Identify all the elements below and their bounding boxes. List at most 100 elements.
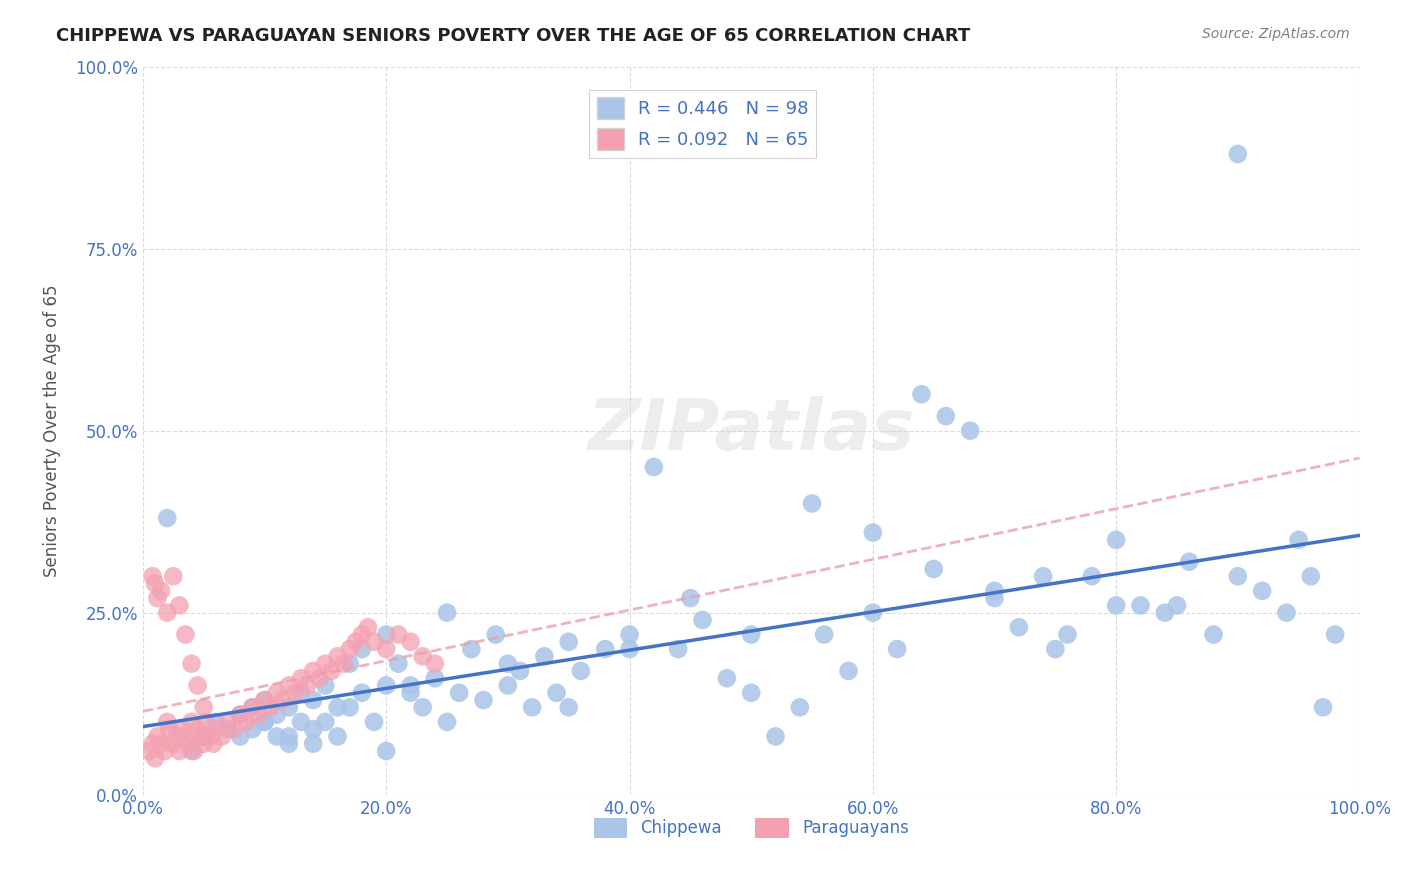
Chippewa [813, 627, 835, 641]
Paraguayans [339, 642, 361, 657]
Chippewa [509, 664, 531, 678]
Chippewa [716, 671, 738, 685]
Chippewa [460, 642, 482, 657]
Paraguayans [195, 714, 218, 729]
Chippewa [1105, 599, 1128, 613]
Paraguayans [156, 714, 179, 729]
Chippewa [1275, 606, 1298, 620]
Paraguayans [290, 671, 312, 685]
Chippewa [472, 693, 495, 707]
Chippewa [387, 657, 409, 671]
Chippewa [350, 686, 373, 700]
Chippewa [983, 591, 1005, 606]
Chippewa [1045, 642, 1067, 657]
Paraguayans [187, 722, 209, 736]
Paraguayans [217, 714, 239, 729]
Chippewa [363, 714, 385, 729]
Paraguayans [247, 707, 270, 722]
Chippewa [935, 409, 957, 423]
Chippewa [1178, 555, 1201, 569]
Chippewa [922, 562, 945, 576]
Paraguayans [387, 627, 409, 641]
Chippewa [326, 700, 349, 714]
Paraguayans [205, 722, 228, 736]
Paraguayans [412, 649, 434, 664]
Chippewa [1226, 147, 1249, 161]
Paraguayans [170, 722, 193, 736]
Chippewa [412, 700, 434, 714]
Chippewa [789, 700, 811, 714]
Chippewa [253, 714, 276, 729]
Chippewa [1032, 569, 1054, 583]
Chippewa [1299, 569, 1322, 583]
Paraguayans [332, 657, 354, 671]
Chippewa [266, 730, 288, 744]
Paraguayans [375, 642, 398, 657]
Chippewa [423, 671, 446, 685]
Chippewa [557, 635, 579, 649]
Paraguayans [202, 737, 225, 751]
Chippewa [339, 657, 361, 671]
Chippewa [314, 678, 336, 692]
Chippewa [375, 627, 398, 641]
Chippewa [1288, 533, 1310, 547]
Chippewa [229, 730, 252, 744]
Chippewa [326, 730, 349, 744]
Paraguayans [180, 657, 202, 671]
Chippewa [533, 649, 555, 664]
Chippewa [666, 642, 689, 657]
Chippewa [436, 606, 458, 620]
Chippewa [277, 730, 299, 744]
Chippewa [1202, 627, 1225, 641]
Paraguayans [350, 627, 373, 641]
Paraguayans [169, 744, 191, 758]
Chippewa [1166, 599, 1188, 613]
Chippewa [1324, 627, 1347, 641]
Chippewa [546, 686, 568, 700]
Paraguayans [143, 751, 166, 765]
Chippewa [862, 606, 884, 620]
Text: ZIPatlas: ZIPatlas [588, 396, 915, 465]
Paraguayans [142, 569, 165, 583]
Chippewa [1226, 569, 1249, 583]
Chippewa [619, 642, 641, 657]
Paraguayans [253, 693, 276, 707]
Legend: Chippewa, Paraguayans: Chippewa, Paraguayans [586, 811, 915, 845]
Chippewa [643, 460, 665, 475]
Paraguayans [138, 744, 160, 758]
Chippewa [314, 714, 336, 729]
Paraguayans [162, 569, 184, 583]
Paraguayans [150, 737, 173, 751]
Chippewa [253, 714, 276, 729]
Chippewa [1129, 599, 1152, 613]
Paraguayans [159, 722, 181, 736]
Chippewa [496, 678, 519, 692]
Paraguayans [156, 606, 179, 620]
Chippewa [436, 714, 458, 729]
Text: CHIPPEWA VS PARAGUAYAN SENIORS POVERTY OVER THE AGE OF 65 CORRELATION CHART: CHIPPEWA VS PARAGUAYAN SENIORS POVERTY O… [56, 27, 970, 45]
Chippewa [339, 700, 361, 714]
Paraguayans [211, 730, 233, 744]
Chippewa [302, 722, 325, 736]
Chippewa [679, 591, 702, 606]
Chippewa [557, 700, 579, 714]
Chippewa [983, 583, 1005, 598]
Paraguayans [399, 635, 422, 649]
Chippewa [399, 678, 422, 692]
Chippewa [886, 642, 908, 657]
Paraguayans [326, 649, 349, 664]
Chippewa [765, 730, 787, 744]
Chippewa [449, 686, 471, 700]
Paraguayans [162, 737, 184, 751]
Paraguayans [142, 737, 165, 751]
Chippewa [240, 700, 263, 714]
Paraguayans [277, 678, 299, 692]
Paraguayans [235, 714, 257, 729]
Chippewa [290, 686, 312, 700]
Chippewa [569, 664, 592, 678]
Paraguayans [198, 730, 221, 744]
Chippewa [277, 700, 299, 714]
Paraguayans [143, 576, 166, 591]
Chippewa [496, 657, 519, 671]
Paraguayans [363, 635, 385, 649]
